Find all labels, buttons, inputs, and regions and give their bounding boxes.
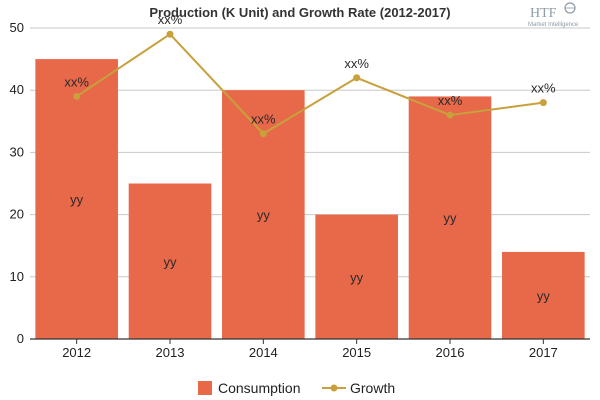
x-tick-label: 2015 xyxy=(342,345,371,360)
growth-point[interactable] xyxy=(353,74,361,82)
y-tick-label: 0 xyxy=(17,331,24,346)
growth-point[interactable] xyxy=(73,92,81,100)
chart-title: Production (K Unit) and Growth Rate (201… xyxy=(149,5,450,20)
x-tick-label: 2017 xyxy=(529,345,558,360)
bar-data-label: yy xyxy=(70,192,84,207)
growth-data-label: xx% xyxy=(251,112,276,127)
legend-item-consumption[interactable]: Consumption xyxy=(198,380,301,396)
y-tick-label: 20 xyxy=(10,207,24,222)
legend-label-growth: Growth xyxy=(350,380,395,396)
htf-logo: HTF Market Intelligence xyxy=(528,2,579,28)
growth-point[interactable] xyxy=(539,99,547,107)
axes: 0 10 20 30 40 50 2012 2013 2014 2015 2016 2017 xyxy=(10,20,590,360)
x-tick-label: 2013 xyxy=(156,345,185,360)
growth-data-label: xx% xyxy=(344,56,369,71)
bar-consumption[interactable] xyxy=(315,214,398,339)
bar-consumption[interactable] xyxy=(502,251,585,339)
growth-line xyxy=(76,32,544,136)
logo-text: HTF xyxy=(530,6,557,21)
legend: Consumption Growth xyxy=(198,380,395,396)
legend-swatch-consumption xyxy=(198,381,212,395)
x-tick-label: 2012 xyxy=(62,345,91,360)
growth-line-layer xyxy=(73,30,547,138)
x-tick-label: 2014 xyxy=(249,345,278,360)
bar-data-label: yy xyxy=(164,254,178,269)
bar-consumption[interactable] xyxy=(128,183,212,340)
bar-data-label: yy xyxy=(537,288,551,303)
bar-data-label: yy xyxy=(350,270,364,285)
legend-label-consumption: Consumption xyxy=(218,380,301,396)
data-labels: yy yy yy yy yy yy xx% xx% xx% xx% xx% xx% xyxy=(64,12,556,303)
grid-lines xyxy=(30,27,590,278)
bar-data-label: yy xyxy=(444,211,458,226)
logo-subtext: Market Intelligence xyxy=(528,22,579,28)
x-tick-label: 2016 xyxy=(436,345,465,360)
bar-consumption[interactable] xyxy=(408,96,492,339)
bars xyxy=(35,59,585,340)
y-tick-label: 40 xyxy=(10,82,24,97)
y-tick-label: 10 xyxy=(10,269,24,284)
growth-point[interactable] xyxy=(446,111,454,119)
legend-marker-growth xyxy=(330,384,338,392)
growth-point[interactable] xyxy=(166,30,174,38)
growth-data-label: xx% xyxy=(438,93,463,108)
growth-point[interactable] xyxy=(259,130,267,138)
y-tick-label: 50 xyxy=(10,20,24,35)
growth-data-label: xx% xyxy=(64,74,89,89)
y-tick-label: 30 xyxy=(10,144,24,159)
bar-consumption[interactable] xyxy=(35,59,118,339)
legend-item-growth[interactable]: Growth xyxy=(322,380,395,396)
growth-data-label: xx% xyxy=(158,12,183,27)
bar-data-label: yy xyxy=(257,208,271,223)
growth-data-label: xx% xyxy=(531,81,556,96)
